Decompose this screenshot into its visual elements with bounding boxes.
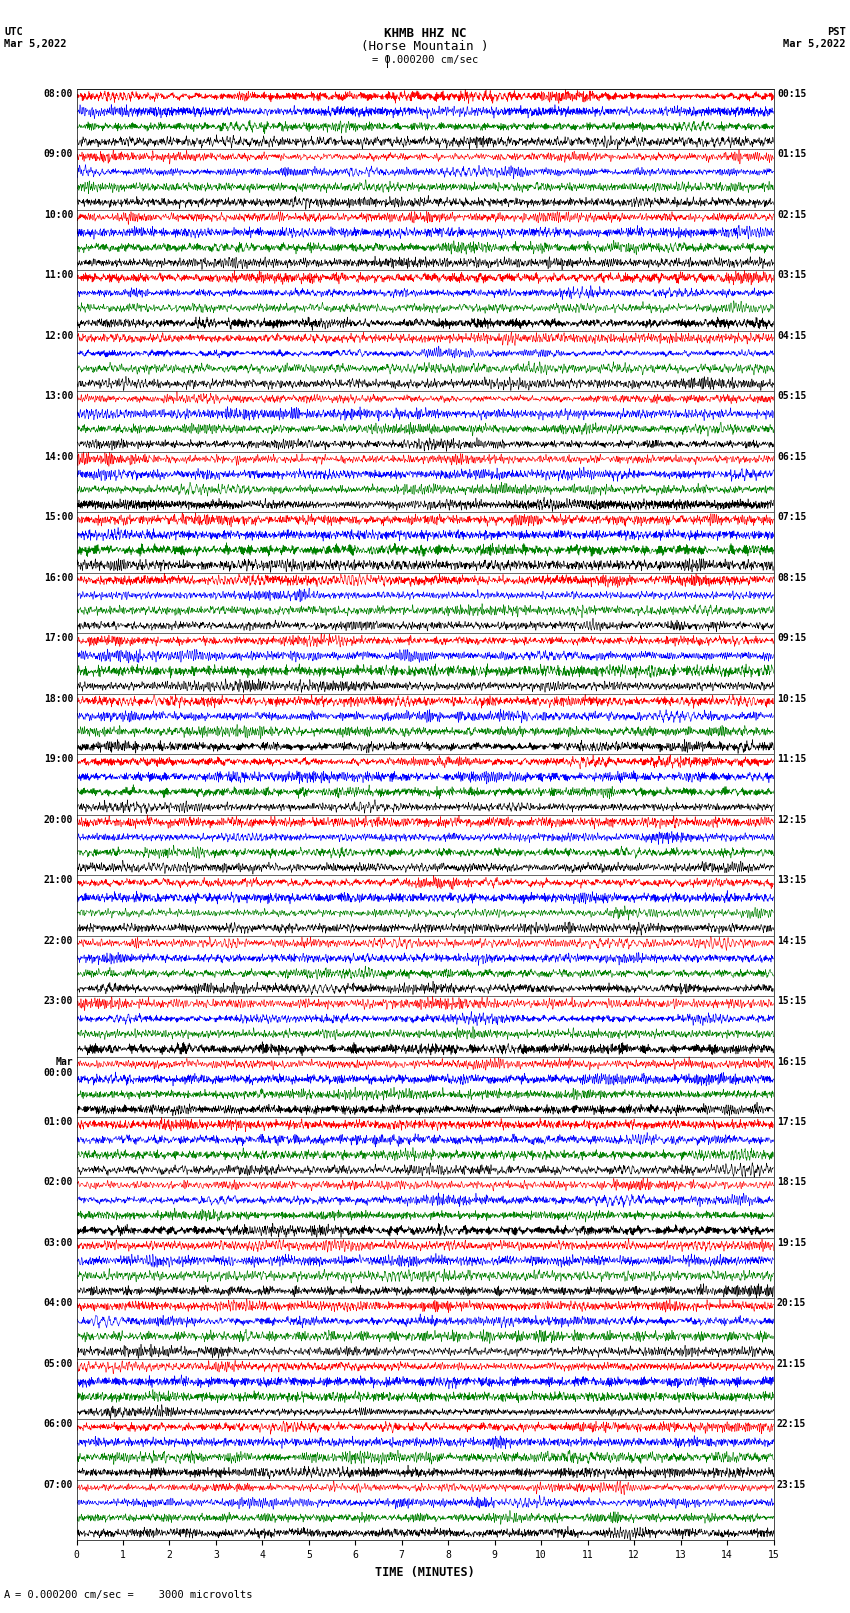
X-axis label: TIME (MINUTES): TIME (MINUTES) [375,1566,475,1579]
Text: 20:00: 20:00 [43,815,73,824]
Text: 21:00: 21:00 [43,874,73,886]
Text: 19:15: 19:15 [777,1239,807,1248]
Text: 17:00: 17:00 [43,634,73,644]
Text: 15:00: 15:00 [43,513,73,523]
Text: 05:00: 05:00 [43,1358,73,1369]
Text: 02:15: 02:15 [777,210,807,219]
Text: 03:15: 03:15 [777,271,807,281]
Text: 12:15: 12:15 [777,815,807,824]
Text: 04:15: 04:15 [777,331,807,340]
Text: 20:15: 20:15 [777,1298,807,1308]
Text: 14:00: 14:00 [43,452,73,461]
Text: 03:00: 03:00 [43,1239,73,1248]
Text: 07:15: 07:15 [777,513,807,523]
Text: PST: PST [827,27,846,37]
Text: 09:15: 09:15 [777,634,807,644]
Text: (Horse Mountain ): (Horse Mountain ) [361,40,489,53]
Text: 05:15: 05:15 [777,390,807,402]
Text: 01:15: 01:15 [777,150,807,160]
Text: 06:00: 06:00 [43,1419,73,1429]
Text: 21:15: 21:15 [777,1358,807,1369]
Text: 23:00: 23:00 [43,997,73,1007]
Text: 17:15: 17:15 [777,1116,807,1127]
Text: = 0.000200 cm/sec =    3000 microvolts: = 0.000200 cm/sec = 3000 microvolts [15,1590,252,1600]
Text: 04:00: 04:00 [43,1298,73,1308]
Text: Mar: Mar [55,1057,73,1066]
Text: 22:15: 22:15 [777,1419,807,1429]
Text: 09:00: 09:00 [43,150,73,160]
Text: = 0.000200 cm/sec: = 0.000200 cm/sec [371,55,478,65]
Text: 00:15: 00:15 [777,89,807,98]
Text: 11:00: 11:00 [43,271,73,281]
Text: 19:00: 19:00 [43,755,73,765]
Text: 01:00: 01:00 [43,1116,73,1127]
Text: 08:15: 08:15 [777,573,807,582]
Text: 02:00: 02:00 [43,1177,73,1187]
Text: 13:15: 13:15 [777,874,807,886]
Text: 22:00: 22:00 [43,936,73,945]
Text: 10:15: 10:15 [777,694,807,703]
Text: 18:15: 18:15 [777,1177,807,1187]
Text: 06:15: 06:15 [777,452,807,461]
Text: 12:00: 12:00 [43,331,73,340]
Text: 10:00: 10:00 [43,210,73,219]
Text: 00:00: 00:00 [43,1068,73,1077]
Text: 08:00: 08:00 [43,89,73,98]
Text: 15:15: 15:15 [777,997,807,1007]
Text: 16:00: 16:00 [43,573,73,582]
Text: 14:15: 14:15 [777,936,807,945]
Text: 13:00: 13:00 [43,390,73,402]
Text: 16:15: 16:15 [777,1057,807,1066]
Text: UTC: UTC [4,27,23,37]
Text: 23:15: 23:15 [777,1481,807,1490]
Text: A: A [4,1590,10,1600]
Text: 18:00: 18:00 [43,694,73,703]
Text: Mar 5,2022: Mar 5,2022 [783,39,846,48]
Text: 11:15: 11:15 [777,755,807,765]
Text: 07:00: 07:00 [43,1481,73,1490]
Text: KHMB HHZ NC: KHMB HHZ NC [383,27,467,40]
Text: Mar 5,2022: Mar 5,2022 [4,39,67,48]
